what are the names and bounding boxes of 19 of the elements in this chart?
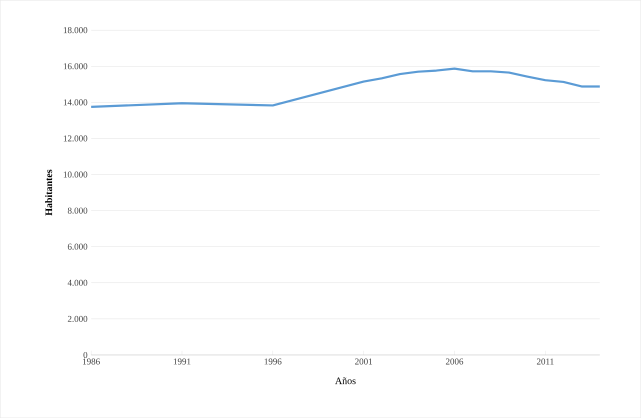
line-series	[90, 67, 601, 108]
x-tick-label: 1991	[174, 358, 190, 364]
y-tick-label: 0	[83, 352, 88, 358]
y-tick-label: 12.000	[64, 135, 88, 142]
x-axis-title: Años	[335, 377, 356, 384]
y-tick-label: 14.000	[64, 99, 88, 106]
y-tick-label: 2.000	[68, 316, 88, 322]
y-axis-title: Habitantes	[45, 170, 52, 216]
x-tick-label: 2001	[355, 358, 372, 364]
x-tick-label: 1986	[82, 358, 100, 364]
y-tick-label: 8.000	[68, 208, 88, 214]
y-tick-label: 18.000	[64, 27, 88, 34]
x-tick-label: 1996	[264, 358, 282, 364]
x-tick-label: 2006	[446, 358, 464, 364]
x-tick-label: 2011	[536, 358, 554, 364]
y-tick-label: 6.000	[68, 244, 88, 250]
y-tick-label: 16.000	[64, 63, 88, 70]
y-tick-label: 10.000	[64, 171, 88, 178]
y-tick-label: 4.000	[68, 280, 88, 286]
